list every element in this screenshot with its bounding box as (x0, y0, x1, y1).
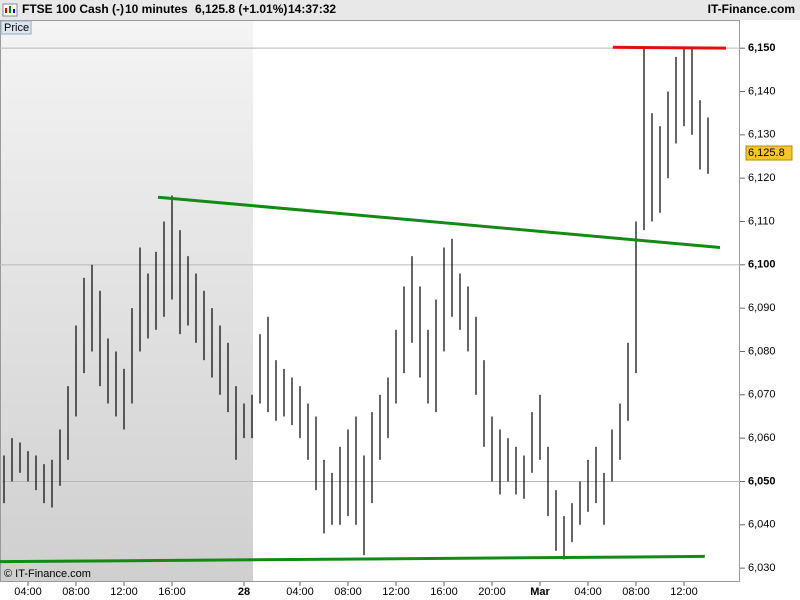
time: 14:37:32 (288, 2, 336, 16)
y-tick-label: 6,090 (748, 302, 776, 314)
last-price-box (745, 145, 793, 161)
y-tick-label: 6,070 (748, 389, 776, 401)
x-tick-label: Mar (530, 586, 550, 598)
last-price-label: 6,125.8 (748, 147, 785, 159)
title: FTSE 100 Cash (-) (22, 2, 124, 16)
header-bar (0, 0, 800, 20)
y-tick-label: 6,130 (748, 129, 776, 141)
chart-icon (2, 3, 18, 17)
y-tick-label: 6,100 (748, 259, 776, 271)
x-tick-label: 04:00 (14, 586, 42, 598)
x-tick-label: 08:00 (334, 586, 362, 598)
y-tick-label: 6,150 (748, 42, 776, 54)
x-tick-label: 12:00 (110, 586, 138, 598)
y-tick-label: 6,060 (748, 432, 776, 444)
trend-line (612, 45, 727, 50)
copyright: © IT-Finance.com (4, 568, 91, 580)
y-label-box (0, 20, 32, 35)
x-tick-label: 12:00 (382, 586, 410, 598)
y-label: Price (4, 22, 29, 34)
y-tick-label: 6,140 (748, 85, 776, 97)
x-tick-label: 28 (238, 586, 250, 598)
x-tick-label: 16:00 (158, 586, 186, 598)
x-tick-label: 04:00 (286, 586, 314, 598)
x-tick-label: 04:00 (574, 586, 602, 598)
y-tick-label: 6,050 (748, 475, 776, 487)
session-shade (0, 20, 253, 582)
trend-line (157, 195, 721, 249)
y-tick-label: 6,030 (748, 562, 776, 574)
x-tick-label: 12:00 (670, 586, 698, 598)
interval: 10 minutes (125, 2, 188, 16)
price-change: 6,125.8 (+1.01%) (195, 2, 287, 16)
x-tick-label: 20:00 (478, 586, 506, 598)
trend-line (0, 554, 705, 564)
x-tick-label: 08:00 (622, 586, 650, 598)
y-tick-label: 6,040 (748, 519, 776, 531)
x-tick-label: 16:00 (430, 586, 458, 598)
y-tick-label: 6,110 (748, 215, 775, 227)
x-tick-label: 08:00 (62, 586, 90, 598)
source: IT-Finance.com (708, 2, 795, 16)
plot-border (0, 20, 740, 582)
y-tick-label: 6,080 (748, 345, 776, 357)
y-tick-label: 6,120 (748, 172, 776, 184)
